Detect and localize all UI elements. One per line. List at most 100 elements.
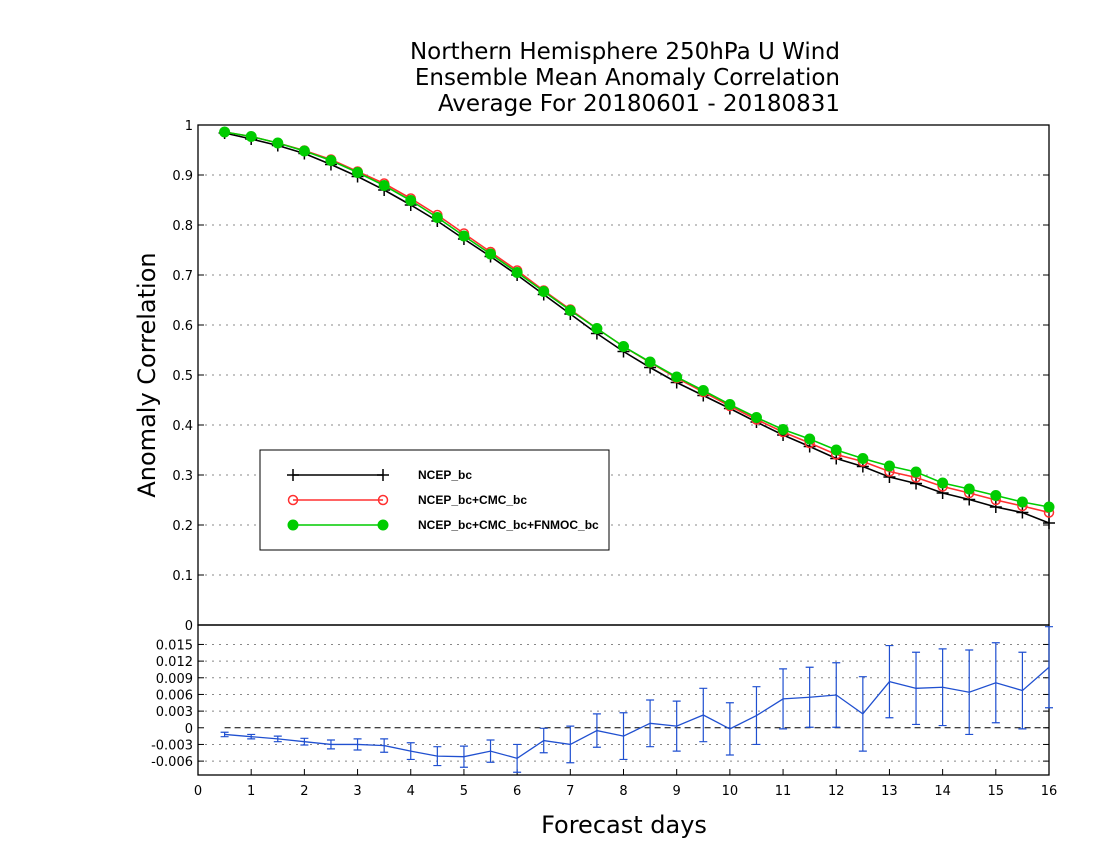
- difference-series: [220, 626, 1053, 773]
- error-bar: [539, 727, 548, 754]
- data-point: [377, 494, 389, 506]
- title-line-1: Northern Hemisphere 250hPa U Wind: [410, 39, 840, 65]
- data-point: [564, 305, 576, 316]
- data-point: [989, 501, 1002, 513]
- data-point: [378, 180, 390, 191]
- y-tick-label: 0.003: [156, 705, 193, 720]
- error-bar: [273, 735, 282, 743]
- error-bar: [991, 642, 1000, 724]
- error-bar: [592, 713, 601, 748]
- data-point: [298, 145, 310, 157]
- data-point: [352, 167, 364, 178]
- data-point: [990, 490, 1002, 501]
- data-point: [1043, 517, 1055, 529]
- x-tick-label: 14: [934, 784, 951, 799]
- error-bar: [938, 648, 947, 727]
- error-bar: [832, 662, 841, 728]
- data-point: [937, 477, 949, 489]
- data-point: [377, 469, 389, 481]
- difference-line: [224, 666, 1050, 760]
- data-point: [830, 444, 842, 456]
- y-tick-label: 0.009: [156, 672, 193, 687]
- x-tick-label: 10: [722, 784, 739, 799]
- x-axis-label: Forecast days: [541, 811, 707, 839]
- error-bar: [459, 745, 468, 768]
- x-tick-label: 0: [194, 784, 202, 799]
- data-point: [287, 519, 299, 531]
- data-point: [287, 494, 299, 506]
- x-tick-label: 3: [353, 784, 361, 799]
- data-point: [883, 471, 896, 483]
- error-bar: [1018, 651, 1027, 730]
- title-line-3: Average For 20180601 - 20180831: [438, 91, 840, 117]
- data-point: [618, 341, 629, 352]
- y-tick-label: 0.7: [172, 269, 193, 284]
- legend-label: NCEP_bc+CMC_bc+FNMOC_bc: [418, 518, 599, 532]
- error-bar: [619, 712, 628, 761]
- x-tick-label: 13: [881, 784, 898, 799]
- error-bar: [779, 668, 788, 730]
- data-point: [936, 487, 949, 499]
- y-tick-label: 0.3: [172, 469, 193, 484]
- error-bar: [326, 739, 335, 750]
- x-tick-label: 16: [1041, 784, 1058, 799]
- x-tick-label: 5: [460, 784, 468, 799]
- y-tick-label: 0.6: [172, 319, 193, 334]
- data-point: [857, 453, 869, 464]
- data-point: [485, 248, 497, 260]
- x-tick-label: 12: [828, 784, 845, 799]
- y-tick-label: -0.003: [151, 738, 193, 753]
- data-point: [1043, 501, 1055, 513]
- legend: NCEP_bc NCEP_bc+CMC_bc NCEP_bc+CMC_bc+FNMO…: [259, 449, 610, 551]
- error-bar: [858, 676, 867, 752]
- error-bar: [965, 649, 974, 736]
- x-tick-label: 7: [566, 784, 574, 799]
- y-tick-label: 0.5: [172, 369, 193, 384]
- data-point: [671, 371, 683, 383]
- error-bar: [486, 739, 495, 763]
- data-point: [377, 519, 389, 531]
- data-point: [777, 424, 789, 435]
- error-bar: [805, 666, 814, 728]
- error-bar: [566, 725, 575, 764]
- error-bar: [433, 746, 442, 767]
- data-point: [963, 483, 975, 495]
- x-tick-label: 15: [988, 784, 1005, 799]
- data-point: [591, 323, 603, 334]
- error-bar: [646, 699, 655, 748]
- y-axis-label: Anomaly Correlation: [133, 252, 161, 497]
- data-point: [511, 267, 523, 278]
- y-tick-label: 0.2: [172, 519, 193, 534]
- error-bar: [699, 687, 708, 743]
- data-point: [325, 155, 337, 166]
- data-point: [883, 460, 895, 472]
- error-bar: [300, 737, 309, 746]
- x-tick-label: 6: [513, 784, 521, 799]
- error-bar: [247, 733, 256, 740]
- data-point: [287, 469, 299, 481]
- data-point: [910, 466, 922, 478]
- y-tick-label: 0: [185, 722, 193, 737]
- data-point: [538, 286, 550, 297]
- x-tick-label: 8: [619, 784, 627, 799]
- y-tick-label: 0.4: [172, 419, 193, 434]
- data-point: [431, 212, 443, 223]
- data-point: [458, 230, 470, 242]
- y-tick-label: 0.1: [172, 569, 193, 584]
- x-tick-label: 2: [300, 784, 308, 799]
- series-3: [219, 126, 1055, 513]
- data-point: [750, 412, 762, 423]
- y-tick-label: 0.006: [156, 688, 193, 703]
- y-tick-label: 0.9: [172, 169, 193, 184]
- chart-title: Northern Hemisphere 250hPa U Wind Ensemb…: [410, 39, 840, 117]
- error-bar: [725, 702, 734, 756]
- legend-label: NCEP_bc+CMC_bc: [418, 493, 527, 507]
- x-tick-label: 4: [407, 784, 415, 799]
- y-tick-label: 0: [185, 619, 193, 634]
- x-tick-label: 11: [775, 784, 792, 799]
- y-tick-label: -0.006: [151, 755, 193, 770]
- data-point: [1016, 496, 1028, 508]
- error-bar: [513, 743, 522, 773]
